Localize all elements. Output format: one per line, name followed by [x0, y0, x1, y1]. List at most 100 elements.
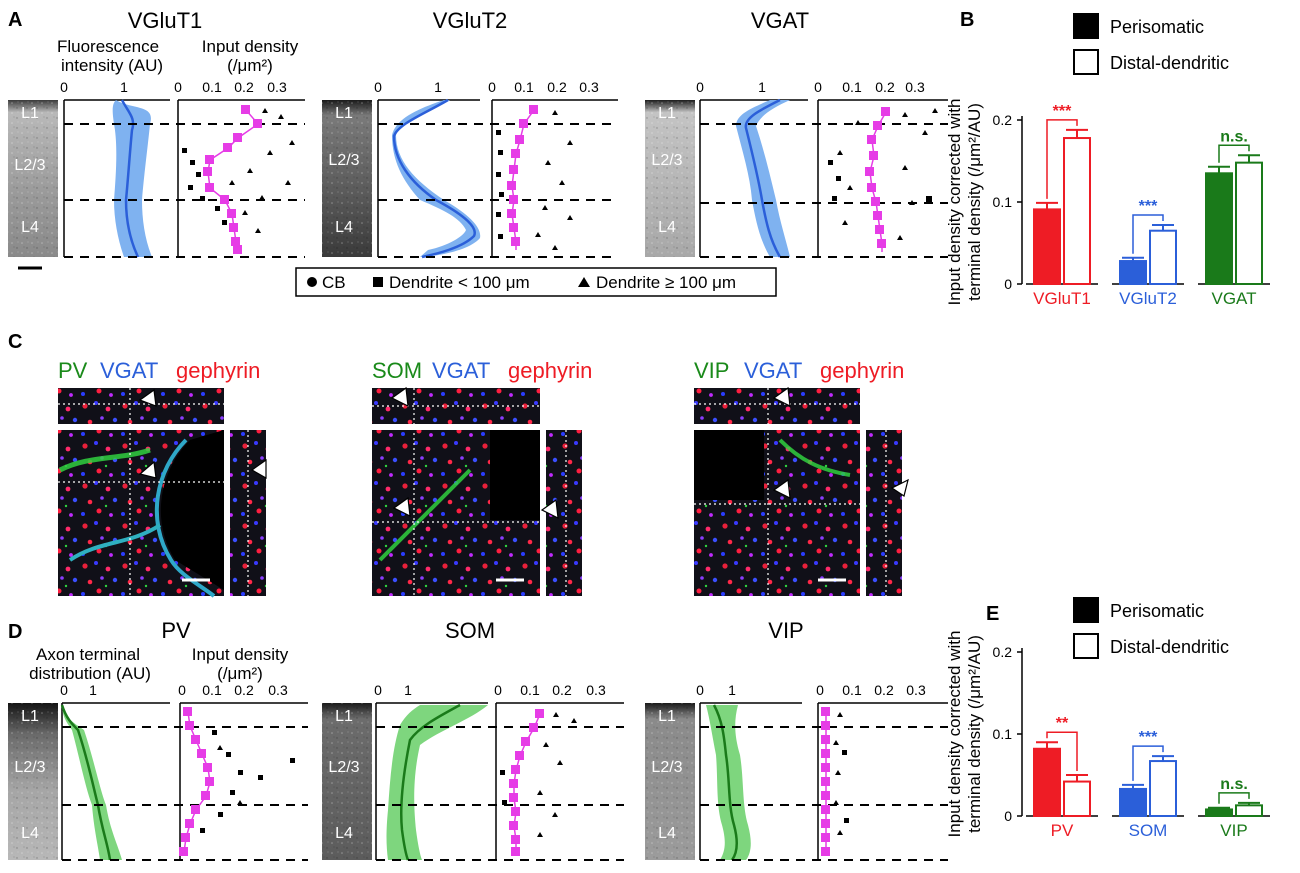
panel-label-c: C [8, 331, 22, 353]
density-tick-0: 0 [488, 79, 496, 95]
panel-d-pv-block: L1 L2/3 L4 0 1 0 0.1 0.2 0.3 [8, 682, 308, 861]
fluor-trace [744, 98, 782, 258]
fluor-trace [392, 98, 476, 259]
legend-label-0: Perisomatic [1110, 601, 1204, 621]
bar-VGluT1-Distal-dendritic [1063, 137, 1091, 285]
legend-dendrite-short: Dendrite < 100 μm [389, 273, 530, 292]
panel-d-title-vip: VIP [768, 618, 803, 643]
arrowhead-icon [772, 478, 791, 500]
layer-label-l23: L2/3 [14, 759, 45, 776]
category-label-VIP: VIP [1220, 821, 1247, 840]
bar-VIP-Distal-dendritic [1235, 804, 1263, 818]
density-tick-01: 0.1 [202, 682, 222, 698]
channel-gephyrin: gephyrin [820, 358, 904, 383]
y-axis-label-1: Input density corrected with [945, 631, 964, 838]
channel-vgat: VGAT [432, 358, 490, 383]
panel-d-title-pv: PV [161, 618, 191, 643]
axon-tick-1: 1 [728, 682, 736, 698]
axon-band [386, 705, 488, 860]
density-tick-0: 0 [816, 682, 824, 698]
legend-swatch-1 [1073, 633, 1099, 659]
density-tick-02: 0.2 [875, 79, 895, 95]
legend-swatch-0 [1073, 597, 1099, 623]
panel-b-chart: Perisomatic Distal-dendritic 0 0.1 0.2 Input … [945, 13, 1270, 308]
significance-label: *** [1139, 729, 1158, 746]
panel-d-density-label-1: Input density [192, 645, 289, 664]
y-axis-label-2: terminal density (/μm²/AU) [965, 635, 984, 833]
panel-a-density-label-1: Input density [202, 37, 299, 56]
panel-d-density-label-2: (/μm²) [217, 664, 263, 683]
arrowhead-icon [890, 478, 909, 497]
panel-d-title-som: SOM [445, 618, 495, 643]
fluor-band [392, 100, 481, 257]
panel-a-title-vgat: VGAT [751, 8, 809, 33]
bar-VGluT2-Perisomatic [1119, 260, 1147, 286]
category-label-SOM: SOM [1129, 821, 1168, 840]
y-tick-label: 0 [1004, 808, 1012, 824]
legend-label-0: Perisomatic [1110, 17, 1204, 37]
bar-PV-Distal-dendritic [1063, 780, 1091, 817]
bar-VGAT-Perisomatic [1205, 172, 1233, 285]
density-tick-03: 0.3 [586, 682, 606, 698]
channel-som: SOM [372, 358, 422, 383]
density-tick-01: 0.1 [514, 79, 534, 95]
channel-vgat: VGAT [744, 358, 802, 383]
significance-bracket [1132, 745, 1164, 781]
density-tick-02: 0.2 [552, 682, 572, 698]
fluor-trace [120, 99, 140, 258]
legend-label-1: Distal-dendritic [1110, 637, 1229, 657]
y-axis-label-1: Input density corrected with [945, 99, 964, 306]
axon-tick-1: 1 [89, 682, 97, 698]
panel-label-d: D [8, 621, 22, 643]
y-tick-label: 0.2 [993, 644, 1013, 660]
layer-label-l4: L4 [335, 825, 353, 842]
panel-c-group-pv: PV VGAT gephyrin [58, 358, 267, 598]
significance-bracket [1218, 792, 1250, 804]
panel-a-fluor-label-1: Fluorescence [57, 37, 159, 56]
vip-yz-projection [866, 430, 902, 596]
significance-bracket [1046, 731, 1078, 771]
bar-VGluT2-Distal-dendritic [1149, 229, 1177, 285]
panel-a-vgat-block: L1 L2/3 L4 0 1 0 0.1 0.2 0.3 [645, 79, 948, 258]
panel-d-som-block: L1 L2/3 L4 0 1 0 0.1 0.2 0.3 [322, 682, 624, 861]
arrowhead-icon [250, 458, 267, 480]
density-tick-01: 0.1 [842, 79, 862, 95]
panel-d-axon-label-2: distribution (AU) [29, 664, 151, 683]
significance-label: n.s. [1220, 776, 1248, 793]
channel-vgat: VGAT [100, 358, 158, 383]
pv-yz-projection [230, 430, 266, 596]
marker-legend: CB Dendrite < 100 μm Dendrite ≥ 100 μm [295, 267, 777, 297]
layer-label-l4: L4 [21, 825, 39, 842]
axon-tick-1: 1 [404, 682, 412, 698]
layer-label-l23: L2/3 [328, 152, 359, 169]
legend-cb: CB [322, 273, 346, 292]
axon-trace [400, 703, 461, 861]
category-label-VGluT1: VGluT1 [1033, 289, 1091, 308]
layer-label-l4: L4 [335, 219, 353, 236]
legend-swatch-1 [1073, 49, 1099, 75]
y-tick-label: 0.2 [993, 112, 1013, 128]
density-tick-01: 0.1 [520, 682, 540, 698]
density-tick-02: 0.2 [874, 682, 894, 698]
axon-tick-0: 0 [60, 682, 68, 698]
panel-a-fluor-label-2: intensity (AU) [61, 56, 163, 75]
y-tick-label: 0.1 [993, 194, 1013, 210]
fluor-tick-1: 1 [758, 79, 766, 95]
arrowhead-icon [392, 496, 411, 518]
fluor-tick-1: 1 [120, 79, 128, 95]
layer-label-l23: L2/3 [651, 152, 682, 169]
y-tick-label: 0 [1004, 276, 1012, 292]
significance-label: *** [1139, 198, 1158, 215]
panel-c-group-vip: VIP VGAT gephyrin [694, 358, 909, 596]
channel-gephyrin: gephyrin [508, 358, 592, 383]
axon-trace [60, 704, 112, 861]
layer-label-l4: L4 [658, 219, 676, 236]
panel-c-group-som: SOM VGAT gephyrin [372, 358, 592, 596]
significance-bracket [1046, 119, 1078, 199]
density-tick-03: 0.3 [268, 682, 288, 698]
legend-swatch-0 [1073, 13, 1099, 39]
layer-label-l1: L1 [21, 708, 39, 725]
density-tick-03: 0.3 [905, 79, 925, 95]
bar-PV-Perisomatic [1033, 747, 1061, 818]
significance-bracket [1218, 144, 1250, 163]
